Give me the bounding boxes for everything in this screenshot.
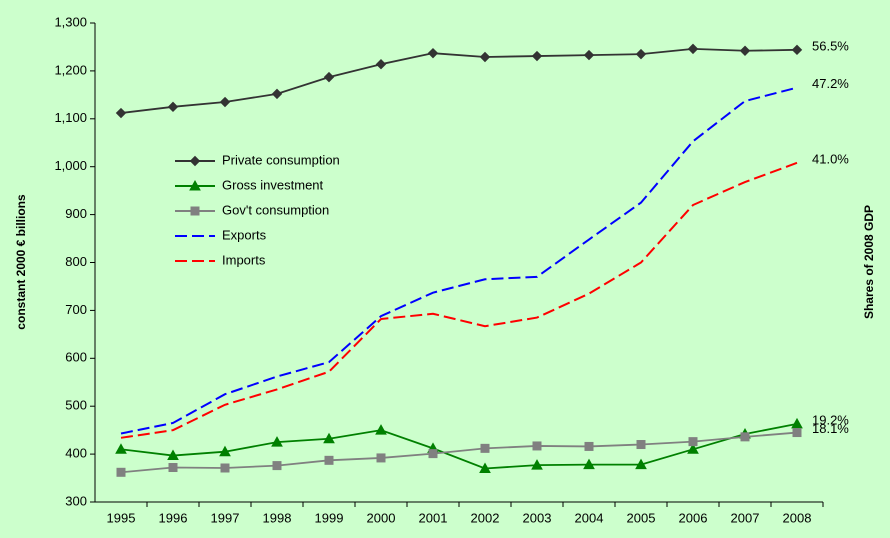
y-tick-label: 1,300 (54, 14, 87, 29)
series-line (120, 47, 798, 114)
data-point (479, 462, 491, 473)
data-point (635, 48, 647, 60)
data-point (324, 455, 334, 465)
y-tick-label: 300 (65, 493, 87, 508)
data-point (115, 443, 127, 454)
legend-label: Exports (222, 227, 267, 242)
legend-label: Gov't consumption (222, 202, 329, 217)
end-label: 19.2% (812, 412, 849, 427)
y-tick-label: 500 (65, 398, 87, 413)
data-point (688, 437, 698, 447)
y2-axis-label: Shares of 2008 GDP (862, 205, 876, 319)
data-point (584, 441, 594, 451)
data-point (375, 424, 387, 435)
data-point (583, 458, 595, 470)
data-point (375, 58, 387, 70)
data-point (531, 50, 543, 62)
x-tick-label: 2000 (367, 510, 396, 525)
x-tick-label: 2007 (731, 510, 760, 525)
y-tick-label: 700 (65, 302, 87, 317)
x-tick-label: 2001 (419, 510, 448, 525)
x-tick-label: 1997 (211, 510, 240, 525)
data-point (271, 436, 283, 447)
y-tick-label: 1,200 (54, 62, 87, 77)
legend-label: Gross investment (222, 177, 324, 192)
x-tick-label: 2005 (627, 510, 656, 525)
data-point (739, 45, 751, 56)
data-point (219, 96, 231, 108)
x-tick-label: 1996 (159, 510, 188, 525)
x-tick-label: 1995 (107, 510, 136, 525)
y-tick-label: 600 (65, 350, 87, 365)
data-point (219, 445, 231, 457)
x-tick-label: 2006 (679, 510, 708, 525)
data-point (376, 453, 386, 463)
data-point (480, 443, 490, 453)
data-point (167, 449, 179, 461)
y-axis-label: constant 2000 € billions (14, 194, 28, 330)
data-point (687, 43, 699, 55)
legend-marker (189, 155, 201, 167)
series-line (120, 431, 798, 474)
legend-label: Private consumption (222, 152, 340, 167)
data-point (116, 467, 126, 477)
end-label: 56.5% (812, 38, 849, 53)
series-line (120, 161, 798, 439)
data-point (168, 463, 178, 473)
legend-marker (190, 206, 200, 216)
legend-marker (189, 179, 201, 191)
data-point (427, 47, 439, 59)
x-tick-label: 2004 (575, 510, 604, 525)
data-point (428, 449, 438, 459)
x-tick-label: 2002 (471, 510, 500, 525)
data-point (167, 101, 179, 113)
data-point (791, 417, 803, 429)
data-point (740, 432, 750, 442)
series-line (120, 423, 798, 470)
x-tick-label: 2008 (783, 510, 812, 525)
legend-label: Imports (222, 252, 266, 267)
data-point (220, 463, 230, 473)
data-point (531, 459, 543, 470)
data-point (532, 441, 542, 451)
data-point (687, 443, 699, 454)
data-point (323, 71, 335, 83)
y-tick-label: 1,000 (54, 158, 87, 173)
end-label: 18.1% (812, 421, 849, 436)
data-point (635, 458, 647, 470)
data-point (271, 88, 283, 100)
x-tick-label: 1998 (263, 510, 292, 525)
data-point (115, 107, 127, 119)
x-tick-label: 2003 (523, 510, 552, 525)
data-point (792, 428, 802, 438)
y-tick-label: 1,100 (54, 110, 87, 125)
end-label: 41.0% (812, 151, 849, 166)
series-line (120, 86, 798, 435)
x-tick-label: 1999 (315, 510, 344, 525)
y-tick-label: 400 (65, 446, 87, 461)
data-point (636, 440, 646, 450)
data-point (791, 44, 803, 56)
y-tick-label: 800 (65, 254, 87, 269)
data-point (583, 49, 595, 61)
data-point (323, 432, 335, 444)
end-label: 47.2% (812, 76, 849, 91)
data-point (479, 51, 491, 63)
data-point (272, 461, 282, 471)
y-tick-label: 900 (65, 206, 87, 221)
